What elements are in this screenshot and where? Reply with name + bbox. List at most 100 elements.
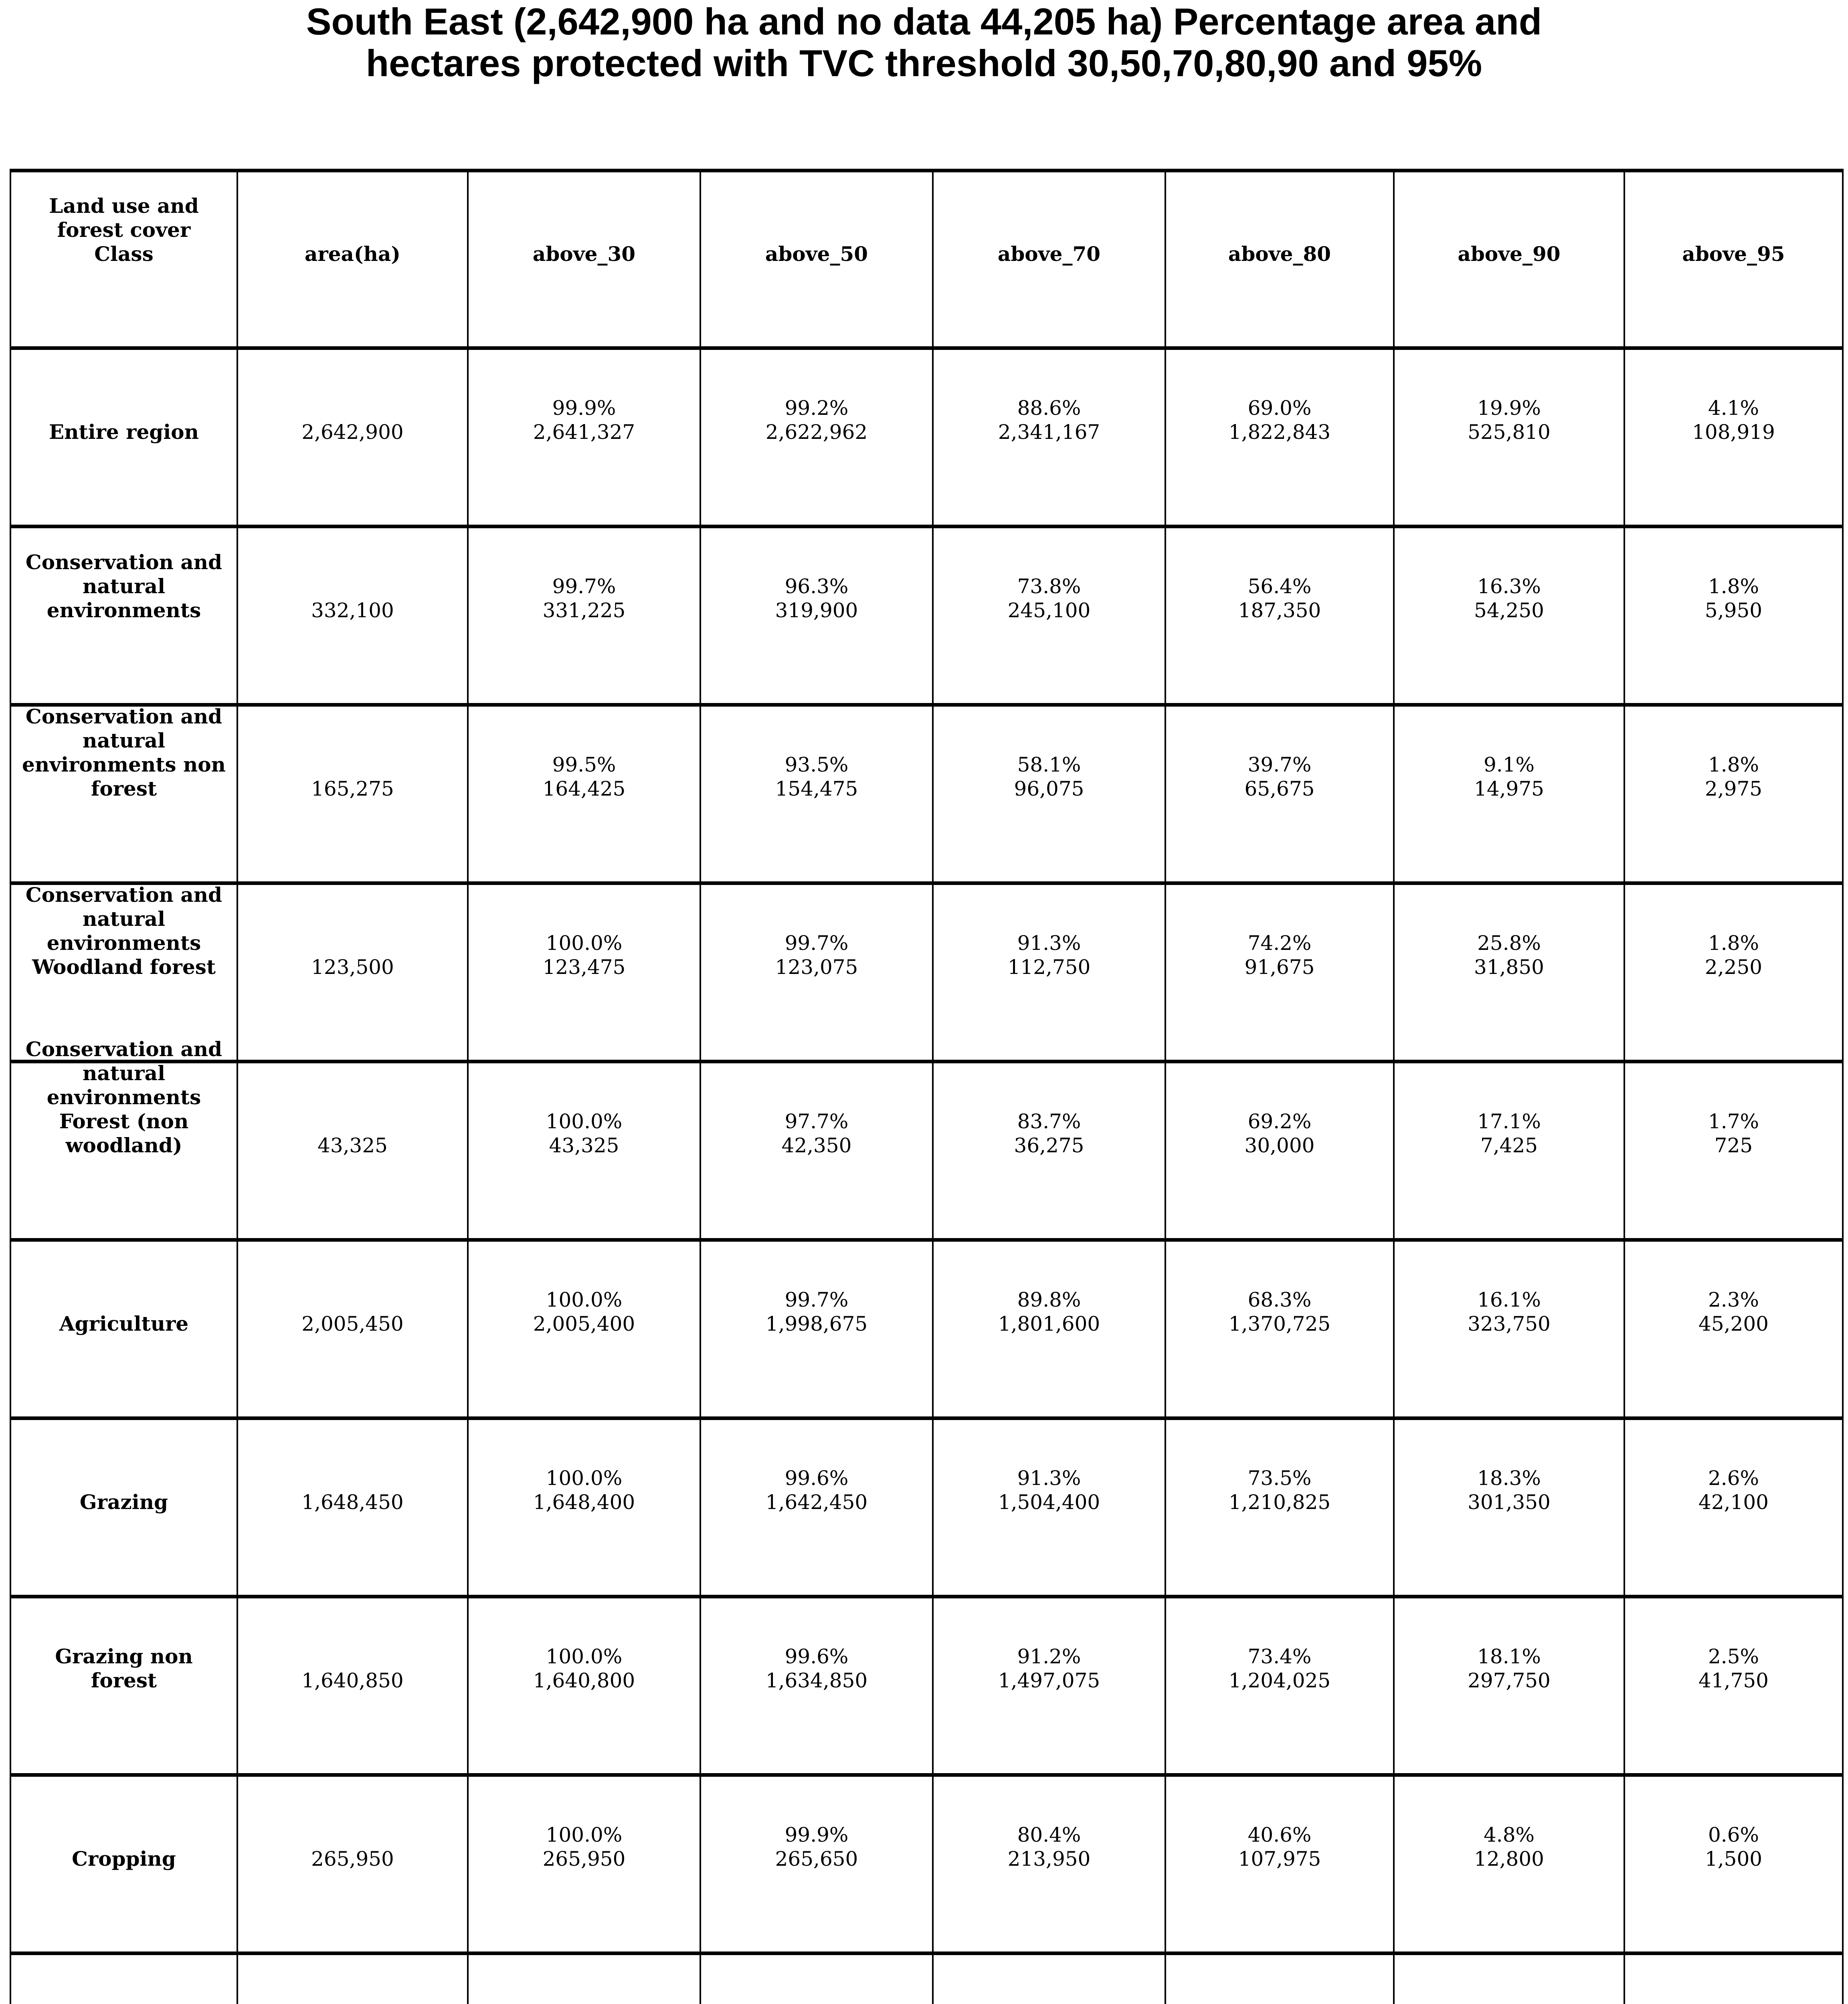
ha-line: 31,850	[1474, 956, 1544, 979]
label-line: environments non	[22, 753, 226, 776]
label-line: Conservation and	[25, 883, 222, 907]
column-header-class: Land use and forest cover Class	[10, 169, 238, 350]
pct-line: 89.8%	[1017, 1288, 1081, 1311]
ha-line: 41,750	[1698, 1669, 1769, 1692]
area-value-cell: 1,648,450	[238, 1420, 469, 1598]
ha-line: 1,801,600	[998, 1312, 1100, 1335]
pct-line: 2.5%	[1708, 1645, 1759, 1668]
threshold-value-cell: 9.1% 14,975	[1395, 707, 1625, 885]
ha-line: 2,005,400	[533, 1312, 635, 1335]
pct-line: 99.7%	[552, 575, 616, 598]
label-line: Conservation and	[25, 550, 222, 574]
ha-line: 36,275	[1014, 1134, 1084, 1157]
ha-line: 1,640,800	[533, 1669, 635, 1692]
row-label-cell: Conservation and natural environments	[10, 528, 238, 707]
threshold-value-cell: 4.1% 108,919	[1625, 350, 1844, 528]
header-line: above_70	[997, 242, 1101, 266]
area-value-cell: 332,100	[238, 528, 469, 707]
threshold-value-cell: 68.3% 1,370,725	[1166, 1242, 1395, 1420]
ha-line: 1,998,675	[765, 1312, 868, 1335]
pct-line: 40.6%	[1248, 1823, 1312, 1846]
label-line: Conservation and	[25, 1037, 222, 1061]
label-line: Conservation and	[25, 705, 222, 728]
row-label-cell: Cropping	[10, 1777, 238, 1955]
pct-line: 92.6%	[934, 2001, 1164, 2004]
label-line: woodland)	[65, 1133, 182, 1157]
ha-line: 45,200	[1698, 1312, 1769, 1335]
threshold-value-cell: 10.7%9,575	[1395, 1955, 1625, 2004]
label-line: Cropping	[72, 1847, 176, 1871]
ha-line: 525,810	[1468, 420, 1551, 444]
data-table: Land use and forest cover Class area(ha) abo…	[10, 169, 1844, 2004]
threshold-value-cell: 91.2% 1,497,075	[934, 1598, 1166, 1777]
ha-line: 2,250	[1704, 956, 1763, 979]
column-header: above_30	[469, 169, 701, 350]
area-value: 123,500	[311, 956, 394, 979]
pct-line: 1.8%	[1708, 575, 1759, 598]
pct-line: 100.0%	[546, 1110, 623, 1133]
area-value-cell: 43,325	[238, 1063, 469, 1242]
label-line: Grazing	[79, 1490, 168, 1514]
row-label-cell: Conservation and natural environments Woodl…	[10, 883, 238, 1063]
area-value: 1,640,850	[301, 1669, 404, 1692]
header-line: above_80	[1228, 242, 1331, 266]
header-line: above_50	[765, 242, 868, 266]
ha-line: 14,975	[1474, 777, 1544, 800]
page-title: South East (2,642,900 ha and no data 44,…	[0, 1, 1848, 84]
ha-line: 42,350	[781, 1134, 852, 1157]
area-value-cell: 265,950	[238, 1777, 469, 1955]
ha-line: 123,475	[542, 956, 626, 979]
pct-line: 97.7%	[784, 1110, 849, 1133]
ha-line: 54,250	[1474, 599, 1544, 622]
threshold-value-cell: 99.9% 265,650	[701, 1777, 934, 1955]
ha-line: 30,000	[1244, 1134, 1315, 1157]
pct-line: 100.0%	[546, 931, 623, 955]
threshold-value-cell: 0.6% 1,500	[1625, 1777, 1844, 1955]
area-value: 2,642,900	[301, 420, 404, 444]
ha-line: 1,497,075	[998, 1669, 1100, 1692]
pct-line: 100.0%	[546, 1645, 623, 1668]
threshold-value-cell: 4.8% 12,800	[1395, 1777, 1625, 1955]
pct-line: 99.6%	[784, 1467, 849, 1490]
threshold-value-cell: 19.9% 525,810	[1395, 350, 1625, 528]
threshold-value-cell: 99.5% 164,425	[469, 707, 701, 885]
header-line: above_95	[1682, 242, 1785, 266]
row-label-cell: Conservation and natural environments Fores…	[10, 1037, 238, 1242]
pct-line: 2.6%	[1708, 1467, 1759, 1490]
threshold-value-cell: 73.5% 1,210,825	[1166, 1420, 1395, 1598]
ha-line: 319,900	[775, 599, 858, 622]
pct-line: 69.0%	[1248, 396, 1312, 420]
header-line: above_30	[532, 242, 636, 266]
pct-line: 56.4%	[1248, 575, 1312, 598]
pct-line: 1.8%	[1626, 2001, 1841, 2004]
row-label-cell: Irrigation	[10, 1955, 238, 2004]
pct-line: 99.9%	[784, 1823, 849, 1846]
pct-line: 74.2%	[1248, 931, 1312, 955]
threshold-value-cell: 99.6% 1,634,850	[701, 1598, 934, 1777]
area-value-cell: 89,500	[238, 1955, 469, 2004]
pct-line: 99.7%	[784, 1288, 849, 1311]
threshold-value-cell: 16.3% 54,250	[1395, 528, 1625, 707]
label-line: Woodland forest	[32, 955, 216, 979]
page-title-line-2: hectares protected with TVC threshold 30…	[366, 42, 1482, 84]
column-header: above_80	[1166, 169, 1395, 350]
label-line: environments	[47, 931, 201, 955]
area-value-cell: 165,275	[238, 707, 469, 885]
header-line: Class	[94, 242, 154, 266]
label-line: forest	[91, 1669, 157, 1692]
pct-line: 17.1%	[1477, 1110, 1541, 1133]
ha-line: 1,648,400	[533, 1491, 635, 1514]
pct-line: 83.7%	[1017, 1110, 1081, 1133]
ha-line: 265,650	[775, 1847, 858, 1871]
ha-line: 1,370,725	[1228, 1312, 1331, 1335]
pct-line: 99.5%	[552, 753, 616, 776]
pct-line: 4.8%	[1483, 1823, 1535, 1846]
pct-line: 99.6%	[784, 1645, 849, 1668]
label-line: natural	[83, 1061, 165, 1085]
pct-line: 99.5%	[702, 2001, 931, 2004]
pct-line: 100.0%	[546, 1467, 623, 1490]
pct-line: 4.1%	[1708, 396, 1759, 420]
area-value-cell: 123,500	[238, 885, 469, 1063]
column-header: above_50	[701, 169, 934, 350]
pct-line: 88.6%	[1017, 396, 1081, 420]
